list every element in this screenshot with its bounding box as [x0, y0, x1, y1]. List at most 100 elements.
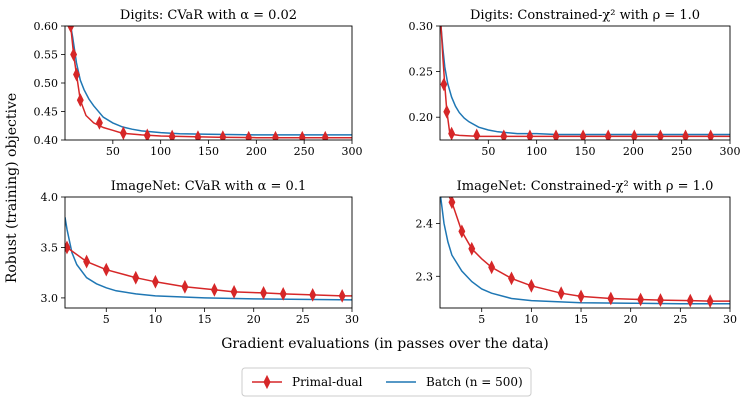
data-point-marker	[210, 282, 218, 297]
panel-digits-chi2: Digits: Constrained-χ² with ρ = 1.0 50 100…	[409, 8, 741, 158]
y-tick-label: 0.30	[409, 20, 434, 33]
legend-entry-primal-dual: Primal-dual	[252, 374, 363, 390]
data-point-marker	[321, 130, 329, 140]
line-primal-dual	[69, 26, 352, 139]
series-batch-imagenet-chi2	[440, 197, 730, 305]
series-primal-dual-imagenet-chi2	[448, 197, 730, 308]
data-point-marker	[65, 240, 71, 255]
data-point-marker	[552, 129, 560, 140]
x-tick-label: 150	[198, 145, 219, 158]
series-batch-digits-cvar	[69, 26, 352, 136]
data-point-marker	[279, 286, 287, 301]
data-point-marker	[132, 270, 140, 285]
data-point-marker	[577, 289, 585, 304]
data-point-marker	[73, 67, 80, 82]
data-point-marker	[686, 293, 694, 308]
x-tick-label: 5	[478, 313, 485, 326]
global-y-axis-label: Robust (training) objective	[4, 93, 20, 283]
x-tick-label: 5	[103, 313, 110, 326]
data-point-marker	[682, 129, 689, 140]
data-point-marker	[657, 293, 664, 307]
data-point-marker	[527, 278, 535, 293]
data-point-marker	[448, 197, 456, 210]
y-tick-label: 4.0	[41, 191, 59, 204]
series-batch-digits-chi2	[440, 26, 730, 136]
data-point-marker	[557, 286, 565, 301]
x-tick-label: 250	[294, 145, 315, 158]
x-tick-label: 300	[720, 145, 741, 158]
x-tick-label: 300	[342, 145, 363, 158]
data-point-marker	[338, 288, 346, 303]
data-point-marker	[707, 129, 715, 140]
line-batch	[69, 26, 352, 136]
line-batch	[440, 197, 730, 305]
data-point-marker	[102, 262, 110, 277]
y-tick-label: 0.55	[34, 49, 59, 62]
y-tick-label: 3.0	[41, 292, 59, 305]
data-point-marker	[579, 129, 587, 140]
x-tick-label: 15	[574, 313, 588, 326]
legend-label-primal-dual: Primal-dual	[292, 375, 363, 389]
data-point-marker	[194, 130, 202, 140]
x-tick-label: 10	[524, 313, 538, 326]
data-point-marker	[443, 104, 451, 119]
data-point-marker	[67, 26, 75, 33]
y-tick-label: 2.3	[416, 270, 434, 283]
panel-imagenet-cvar: ImageNet: CVaR with α = 0.1 5 10 15 20 25 30 3.…	[41, 179, 360, 326]
series-primal-dual-digits-chi2	[440, 26, 730, 140]
x-tick-label: 25	[296, 313, 310, 326]
data-point-marker	[245, 130, 253, 140]
data-point-marker	[656, 129, 664, 140]
data-point-marker	[181, 279, 189, 294]
data-point-marker	[260, 285, 267, 300]
x-tick-label: 200	[246, 145, 267, 158]
legend: Primal-dual Batch (n = 500)	[241, 367, 532, 397]
data-point-marker	[76, 93, 84, 107]
data-point-marker	[95, 116, 103, 130]
y-tick-label: 0.25	[409, 66, 434, 79]
data-point-marker	[468, 241, 476, 256]
data-point-marker	[219, 130, 227, 140]
title-imagenet-chi2: ImageNet: Constrained-χ² with ρ = 1.0	[457, 179, 714, 194]
line-batch	[65, 217, 352, 301]
y-tick-label: 0.60	[34, 20, 59, 33]
data-point-marker	[230, 284, 238, 299]
legend-entry-batch: Batch (n = 500)	[386, 375, 523, 389]
x-tick-label: 100	[526, 145, 547, 158]
data-point-marker	[473, 128, 481, 140]
y-tick-label: 3.5	[41, 241, 59, 254]
title-imagenet-cvar: ImageNet: CVaR with α = 0.1	[111, 179, 306, 194]
y-tick-label: 2.4	[416, 217, 434, 230]
x-tick-label: 25	[673, 313, 687, 326]
data-point-marker	[526, 129, 534, 140]
y-tick-label: 0.40	[34, 134, 59, 147]
data-point-marker	[458, 224, 466, 239]
x-tick-label: 200	[623, 145, 644, 158]
data-point-marker	[706, 294, 714, 308]
x-tick-label: 50	[481, 145, 495, 158]
x-tick-label: 100	[150, 145, 171, 158]
data-point-marker	[630, 129, 638, 140]
line-primal-dual	[65, 244, 352, 297]
x-tick-label: 150	[575, 145, 596, 158]
line-primal-dual	[440, 26, 730, 138]
series-primal-dual-digits-cvar	[67, 26, 352, 140]
data-point-marker	[298, 130, 306, 140]
panel-digits-cvar: Digits: CVaR with α = 0.02 50 100 150 200 250…	[34, 8, 363, 158]
data-point-marker	[83, 254, 91, 269]
x-tick-label: 50	[106, 145, 120, 158]
title-digits-cvar: Digits: CVaR with α = 0.02	[120, 8, 297, 23]
title-digits-chi2: Digits: Constrained-χ² with ρ = 1.0	[470, 8, 700, 23]
x-tick-label: 250	[671, 145, 692, 158]
data-point-marker	[604, 129, 612, 140]
data-point-marker	[488, 260, 496, 275]
y-tick-label: 0.45	[34, 106, 59, 119]
y-tick-label: 0.50	[34, 77, 59, 90]
data-point-marker	[143, 128, 151, 140]
data-point-marker	[607, 291, 615, 306]
data-point-marker	[500, 129, 508, 140]
line-batch	[440, 26, 730, 136]
data-point-marker	[168, 129, 176, 140]
